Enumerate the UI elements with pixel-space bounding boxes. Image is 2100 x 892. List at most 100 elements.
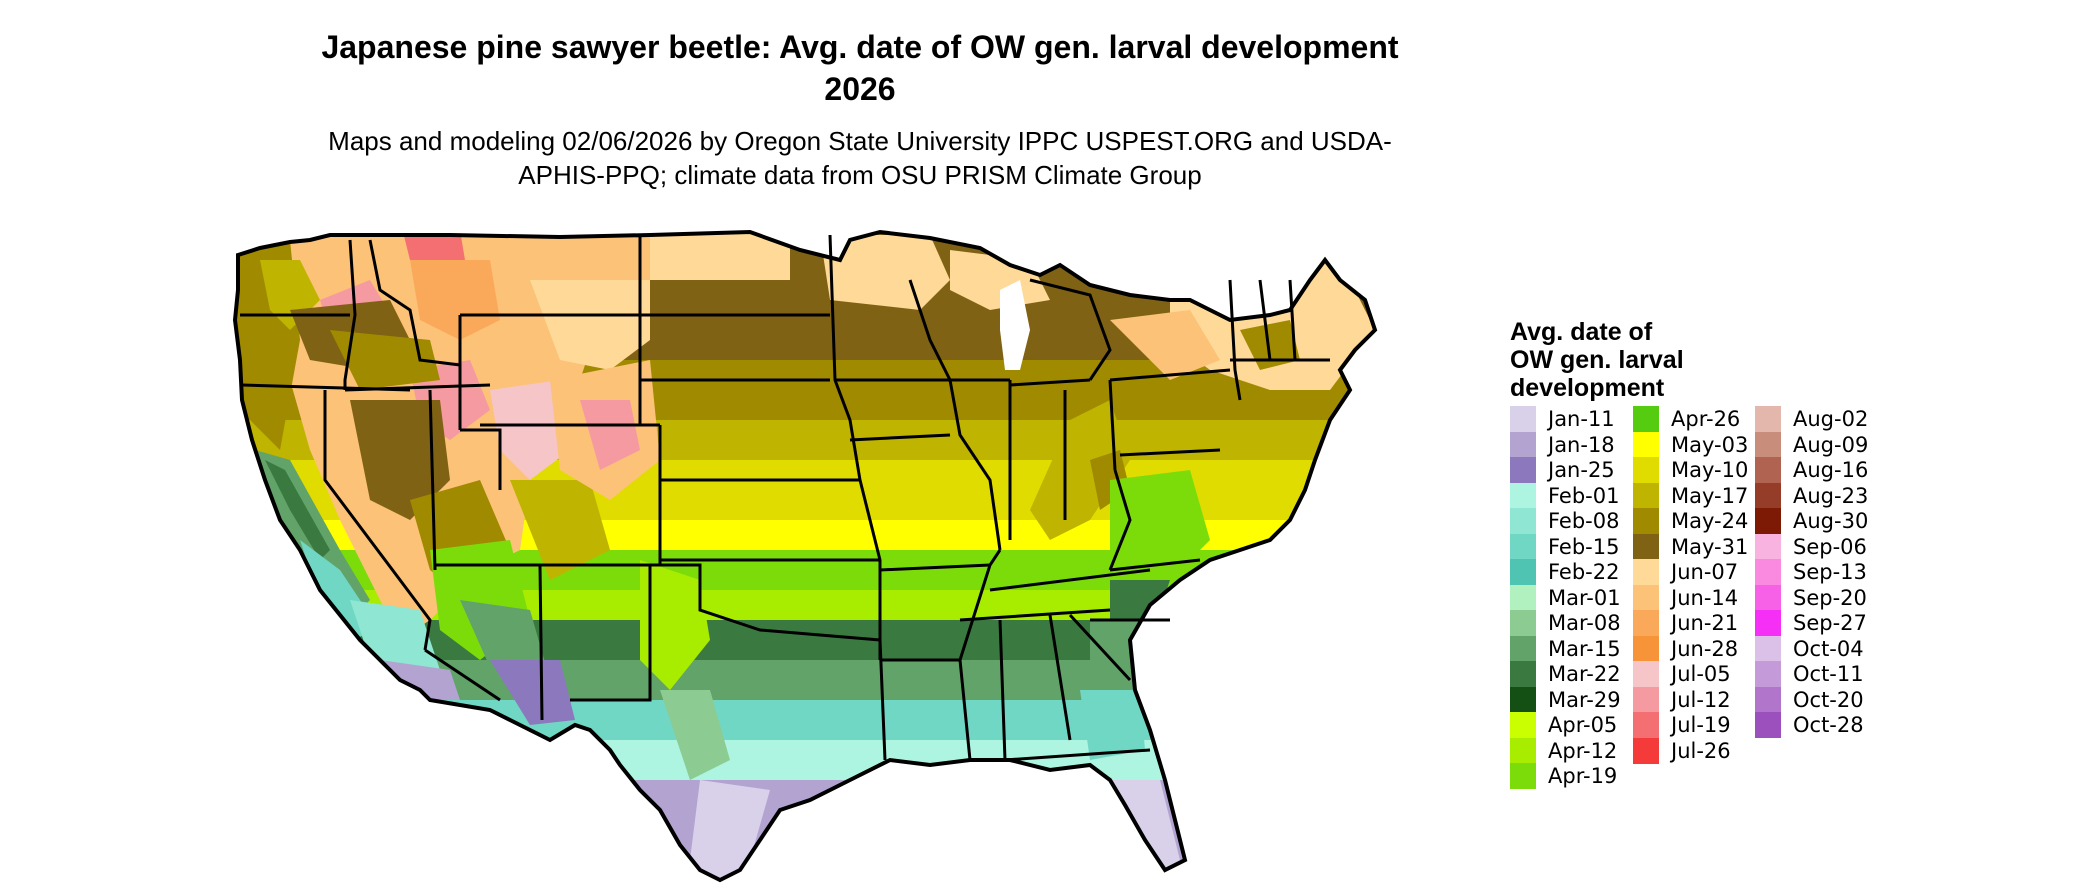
legend-swatch	[1633, 661, 1659, 687]
legend-label: May-24	[1671, 509, 1749, 533]
legend-swatch	[1633, 457, 1659, 483]
legend-item: Sep-20	[1755, 584, 1875, 611]
legend-label: Aug-16	[1793, 458, 1869, 482]
legend-label: Sep-20	[1793, 585, 1867, 610]
legend-swatch	[1510, 431, 1536, 458]
legend-swatch	[1510, 610, 1536, 636]
legend-item: Jul-05	[1633, 661, 1753, 687]
legend-item: Sep-27	[1755, 610, 1875, 636]
legend-swatch	[1510, 482, 1536, 509]
legend-swatch	[1755, 508, 1781, 534]
legend-label: Jan-11	[1548, 407, 1615, 431]
legend-item: May-17	[1633, 482, 1753, 509]
legend-label: Jan-18	[1548, 432, 1615, 457]
legend-label: Sep-27	[1793, 611, 1867, 635]
legend-title-line: OW gen. larval	[1510, 346, 1684, 374]
legend-label: Oct-11	[1793, 662, 1864, 686]
legend-item: Jan-25	[1510, 457, 1630, 483]
legend-item: Aug-02	[1755, 406, 1875, 432]
map-title: Japanese pine sawyer beetle: Avg. date o…	[321, 29, 1399, 107]
legend-label: Mar-15	[1548, 636, 1621, 661]
legend-swatch	[1633, 610, 1659, 636]
legend-item: Aug-16	[1755, 457, 1875, 483]
legend-label: Mar-08	[1548, 611, 1621, 635]
legend-swatch	[1755, 406, 1781, 432]
legend-swatch	[1633, 431, 1659, 458]
legend-item: Sep-13	[1755, 559, 1875, 585]
legend-label: Aug-23	[1793, 483, 1869, 508]
legend-swatch	[1633, 533, 1659, 560]
legend-label: Mar-01	[1548, 585, 1621, 610]
legend-label: Aug-09	[1793, 432, 1869, 457]
legend-label: Feb-01	[1548, 483, 1620, 508]
legend-label: Apr-26	[1671, 407, 1741, 431]
legend-swatch	[1510, 508, 1536, 534]
legend-item: May-24	[1633, 508, 1753, 534]
legend-swatch	[1633, 712, 1659, 738]
legend-label: Mar-29	[1548, 687, 1621, 712]
legend-item: Sep-06	[1755, 533, 1875, 560]
map-subtitle: Maps and modeling 02/06/2026 by Oregon S…	[328, 126, 1392, 190]
legend-swatch	[1755, 559, 1781, 585]
legend-item: May-31	[1633, 533, 1753, 560]
map-legend: Avg. date of OW gen. larval development …	[1510, 318, 2100, 818]
legend-swatch	[1633, 406, 1659, 432]
legend-swatch	[1633, 686, 1659, 713]
legend-swatch	[1633, 584, 1659, 611]
legend-label: Aug-30	[1793, 509, 1869, 533]
legend-swatch	[1755, 533, 1781, 560]
legend-item: Apr-12	[1510, 737, 1630, 764]
legend-swatch	[1510, 584, 1536, 611]
legend-item: Feb-22	[1510, 559, 1630, 585]
legend-swatch	[1633, 559, 1659, 585]
legend-swatch	[1755, 661, 1781, 687]
legend-label: May-17	[1671, 483, 1749, 508]
legend-swatch	[1510, 737, 1536, 764]
legend-label: Jan-25	[1548, 458, 1615, 482]
legend-swatch	[1755, 610, 1781, 636]
legend-label: Jun-07	[1671, 560, 1739, 584]
legend-label: Jun-21	[1671, 611, 1739, 635]
legend-label: Oct-20	[1793, 687, 1864, 712]
legend-item: Jun-21	[1633, 610, 1753, 636]
legend-swatch	[1755, 686, 1781, 713]
legend-item: Feb-08	[1510, 508, 1630, 534]
legend-label: Feb-22	[1548, 560, 1620, 584]
legend-item: Jan-11	[1510, 406, 1630, 432]
legend-item: Jul-12	[1633, 686, 1753, 713]
legend-label: Feb-15	[1548, 534, 1620, 559]
legend-swatch	[1633, 508, 1659, 534]
legend-swatch	[1510, 457, 1536, 483]
legend-item: Feb-01	[1510, 482, 1630, 509]
legend-swatch	[1755, 457, 1781, 483]
legend-label: Apr-12	[1548, 738, 1618, 763]
legend-label: Oct-04	[1793, 636, 1864, 661]
legend-label: Jun-28	[1671, 636, 1739, 661]
legend-item: Oct-28	[1755, 712, 1875, 738]
legend-item: Mar-29	[1510, 686, 1630, 713]
legend-item: Oct-11	[1755, 661, 1875, 687]
legend-swatch	[1755, 482, 1781, 509]
legend-label: Jun-14	[1671, 585, 1739, 610]
legend-title: Avg. date of OW gen. larval development	[1510, 318, 1770, 402]
legend-label: Jul-26	[1671, 738, 1731, 763]
legend-label: Jul-19	[1671, 713, 1731, 737]
legend-item: Aug-30	[1755, 508, 1875, 534]
legend-item: Mar-15	[1510, 635, 1630, 662]
legend-swatch	[1510, 559, 1536, 585]
legend-item: Jun-14	[1633, 584, 1753, 611]
legend-item: Feb-15	[1510, 533, 1630, 560]
legend-item: Jun-28	[1633, 635, 1753, 662]
state-borders	[240, 234, 1330, 762]
legend-label: Sep-13	[1793, 560, 1867, 584]
legend-item: Jan-18	[1510, 431, 1630, 458]
legend-item: Jul-19	[1633, 712, 1753, 738]
legend-swatch	[1633, 482, 1659, 509]
legend-swatch	[1510, 763, 1536, 789]
legend-swatch	[1755, 712, 1781, 738]
legend-swatch	[1755, 431, 1781, 458]
legend-label: Oct-28	[1793, 713, 1864, 737]
legend-item: Oct-04	[1755, 635, 1875, 662]
legend-swatch	[1510, 686, 1536, 713]
legend-title-line: development	[1510, 374, 1665, 402]
